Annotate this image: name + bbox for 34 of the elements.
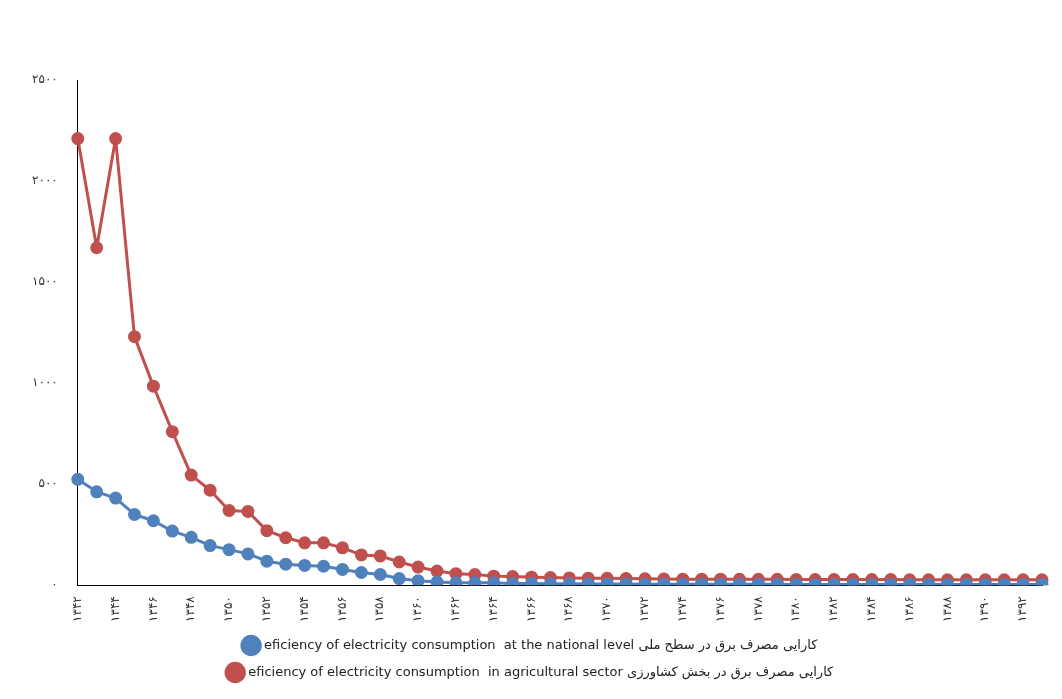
- x-tick-label: ۱۳۴۶: [145, 596, 160, 622]
- x-tick-label: ۱۳۴۸: [183, 595, 198, 622]
- x-tick-label: ۱۳۷۲: [637, 596, 652, 622]
- x-tick-label: ۱۳۶۰: [410, 596, 425, 622]
- x-tick-label: ۱۳۵۴: [296, 596, 311, 622]
- x-tick-label: ۱۳۶۶: [523, 596, 538, 622]
- x-tick-label: ۱۳۴۴: [107, 596, 122, 622]
- x-tick-label: ۱۳۸۴: [863, 596, 878, 622]
- x-tick-label: ۱۳۸۶: [901, 596, 916, 622]
- x-tick-label: ۱۳۶۸: [561, 595, 576, 622]
- x-tick-label: ۱۳۶۴: [485, 596, 500, 622]
- x-tick-label: ۱۳۷۸: [750, 595, 765, 622]
- x-tick-label: ۱۳۵۸: [372, 595, 387, 622]
- x-tick-label: ۱۳۵۰: [221, 596, 236, 622]
- x-tick-label: ۱۳۵۶: [334, 596, 349, 622]
- x-tick-label: ۱۳۹۲: [1015, 596, 1030, 622]
- legend-label: eficiency of electricity consumption in agricultural sector کارایی مصرف برق در بخش کشاورزی: [248, 663, 835, 680]
- legend-label: eficiency of electricity consumption at the national level کارایی مصرف برق در سطح ملی: [264, 636, 819, 653]
- x-tick-label: ۱۳۸۸: [939, 595, 954, 622]
- y-tick-label: ۱۵۰۰: [32, 274, 58, 289]
- x-tick-label: ۱۳۷۴: [674, 596, 689, 622]
- x-tick-label: ۱۳۹۰: [977, 596, 992, 622]
- y-tick-label: ۱۰۰۰: [32, 375, 58, 390]
- x-tick-label: ۱۳۷۰: [599, 596, 614, 622]
- y-tick-label: ۰: [51, 577, 58, 592]
- x-tick-label: ۱۳۴۲: [69, 596, 84, 622]
- y-tick-label: ۲۵۰۰: [32, 72, 58, 87]
- x-tick-label: ۱۳۶۲: [448, 596, 463, 622]
- x-tick-label: ۱۳۷۶: [712, 596, 727, 622]
- x-tick-label: ۱۳۸۲: [826, 596, 841, 622]
- x-tick-label: ۱۳۸۰: [788, 596, 803, 622]
- x-tick-label: ۱۳۵۲: [258, 596, 273, 622]
- y-tick-label: ۵۰۰: [38, 476, 58, 491]
- y-tick-label: ۲۰۰۰: [32, 173, 58, 188]
